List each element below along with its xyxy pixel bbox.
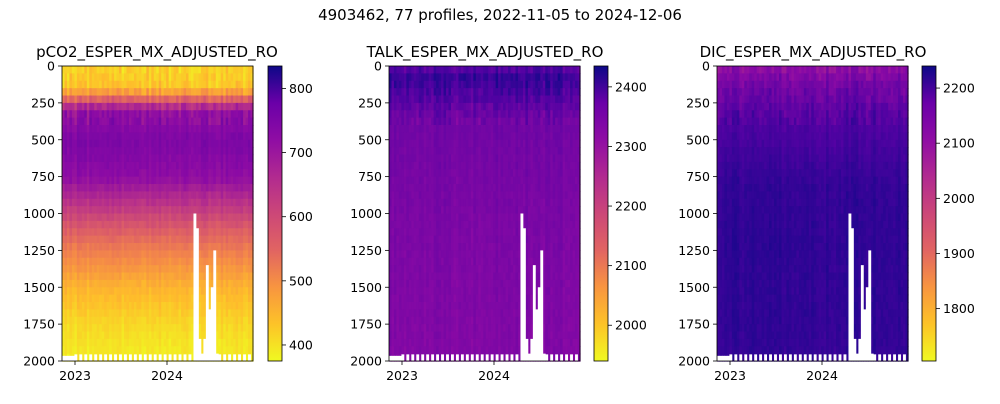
missing-data bbox=[208, 309, 211, 361]
y-tick-label: 1500 bbox=[23, 280, 55, 295]
y-axis: 0 250 500 750 1000 1250 1500 1750 2000 bbox=[23, 59, 62, 369]
y-tick-label: 1750 bbox=[23, 317, 55, 332]
missing-data bbox=[203, 339, 206, 361]
missing-data bbox=[213, 250, 216, 361]
missing-data bbox=[89, 354, 92, 361]
missing-data bbox=[198, 339, 201, 361]
missing-data bbox=[184, 354, 187, 361]
missing-data bbox=[164, 354, 167, 361]
missing-data bbox=[154, 354, 157, 361]
missing-data bbox=[94, 354, 97, 361]
missing-data bbox=[169, 354, 172, 361]
missing-data bbox=[84, 354, 87, 361]
missing-data bbox=[64, 356, 67, 361]
y-tick-label: 500 bbox=[31, 132, 55, 147]
missing-data bbox=[248, 354, 251, 361]
missing-data bbox=[119, 354, 122, 361]
colorbar-tick-label: 800 bbox=[289, 81, 313, 96]
missing-data bbox=[206, 265, 209, 361]
missing-data bbox=[139, 354, 142, 361]
y-tick-label: 2000 bbox=[23, 354, 55, 369]
missing-data bbox=[238, 354, 241, 361]
heatmap-area bbox=[389, 66, 581, 362]
figure-title: 4903462, 77 profiles, 2022-11-05 to 2024… bbox=[318, 6, 682, 24]
x-axis: 2023 2024 bbox=[59, 361, 183, 383]
panel-talk: TALK_ESPER_MX_ADJUSTED_RO 02505007501000… bbox=[350, 43, 647, 383]
missing-data bbox=[134, 354, 137, 361]
missing-data bbox=[74, 354, 77, 361]
x-tick-label: 2023 bbox=[59, 368, 91, 383]
missing-data bbox=[228, 354, 231, 361]
missing-data bbox=[114, 354, 117, 361]
missing-data bbox=[69, 356, 72, 361]
missing-data bbox=[99, 354, 102, 361]
colorbar-tick-label: 500 bbox=[289, 273, 313, 288]
y-tick-label: 250 bbox=[31, 95, 55, 110]
missing-data bbox=[233, 354, 236, 361]
y-tick-label: 750 bbox=[31, 169, 55, 184]
missing-data bbox=[243, 354, 246, 361]
missing-data bbox=[218, 354, 221, 361]
missing-data bbox=[223, 354, 226, 361]
missing-data bbox=[196, 228, 199, 361]
missing-data bbox=[144, 354, 147, 361]
colorbar-tick-label: 700 bbox=[289, 145, 313, 160]
y-tick-label: 1250 bbox=[23, 243, 55, 258]
missing-data bbox=[193, 214, 196, 362]
missing-data bbox=[174, 354, 177, 361]
y-tick-label: 0 bbox=[47, 59, 55, 74]
missing-data bbox=[179, 354, 182, 361]
colorbar-tick-label: 400 bbox=[289, 337, 313, 352]
panel-title: TALK_ESPER_MX_ADJUSTED_RO bbox=[366, 43, 604, 62]
missing-data bbox=[129, 354, 132, 361]
missing-data bbox=[189, 354, 192, 361]
missing-data bbox=[149, 354, 152, 361]
missing-data bbox=[109, 354, 112, 361]
missing-data bbox=[211, 287, 214, 361]
panel-title: pCO2_ESPER_MX_ADJUSTED_RO bbox=[36, 43, 278, 62]
y-tick-label: 1000 bbox=[23, 206, 55, 221]
missing-data bbox=[201, 354, 204, 361]
missing-data bbox=[124, 354, 127, 361]
heatmap-area bbox=[62, 66, 254, 362]
missing-data bbox=[104, 354, 107, 361]
colorbar bbox=[268, 66, 282, 361]
x-tick-label: 2024 bbox=[151, 368, 183, 383]
missing-data bbox=[62, 356, 65, 361]
missing-data bbox=[72, 356, 75, 361]
missing-data bbox=[159, 354, 162, 361]
missing-data bbox=[67, 356, 70, 361]
colorbar-tick-label: 600 bbox=[289, 209, 313, 224]
missing-data bbox=[216, 354, 219, 361]
missing-data bbox=[79, 354, 82, 361]
colorbar-ticks: 400 500 600 700 800 bbox=[282, 81, 313, 353]
panel-pco2: pCO2_ESPER_MX_ADJUSTED_RO 0 250 500 750 1000… bbox=[23, 43, 313, 383]
